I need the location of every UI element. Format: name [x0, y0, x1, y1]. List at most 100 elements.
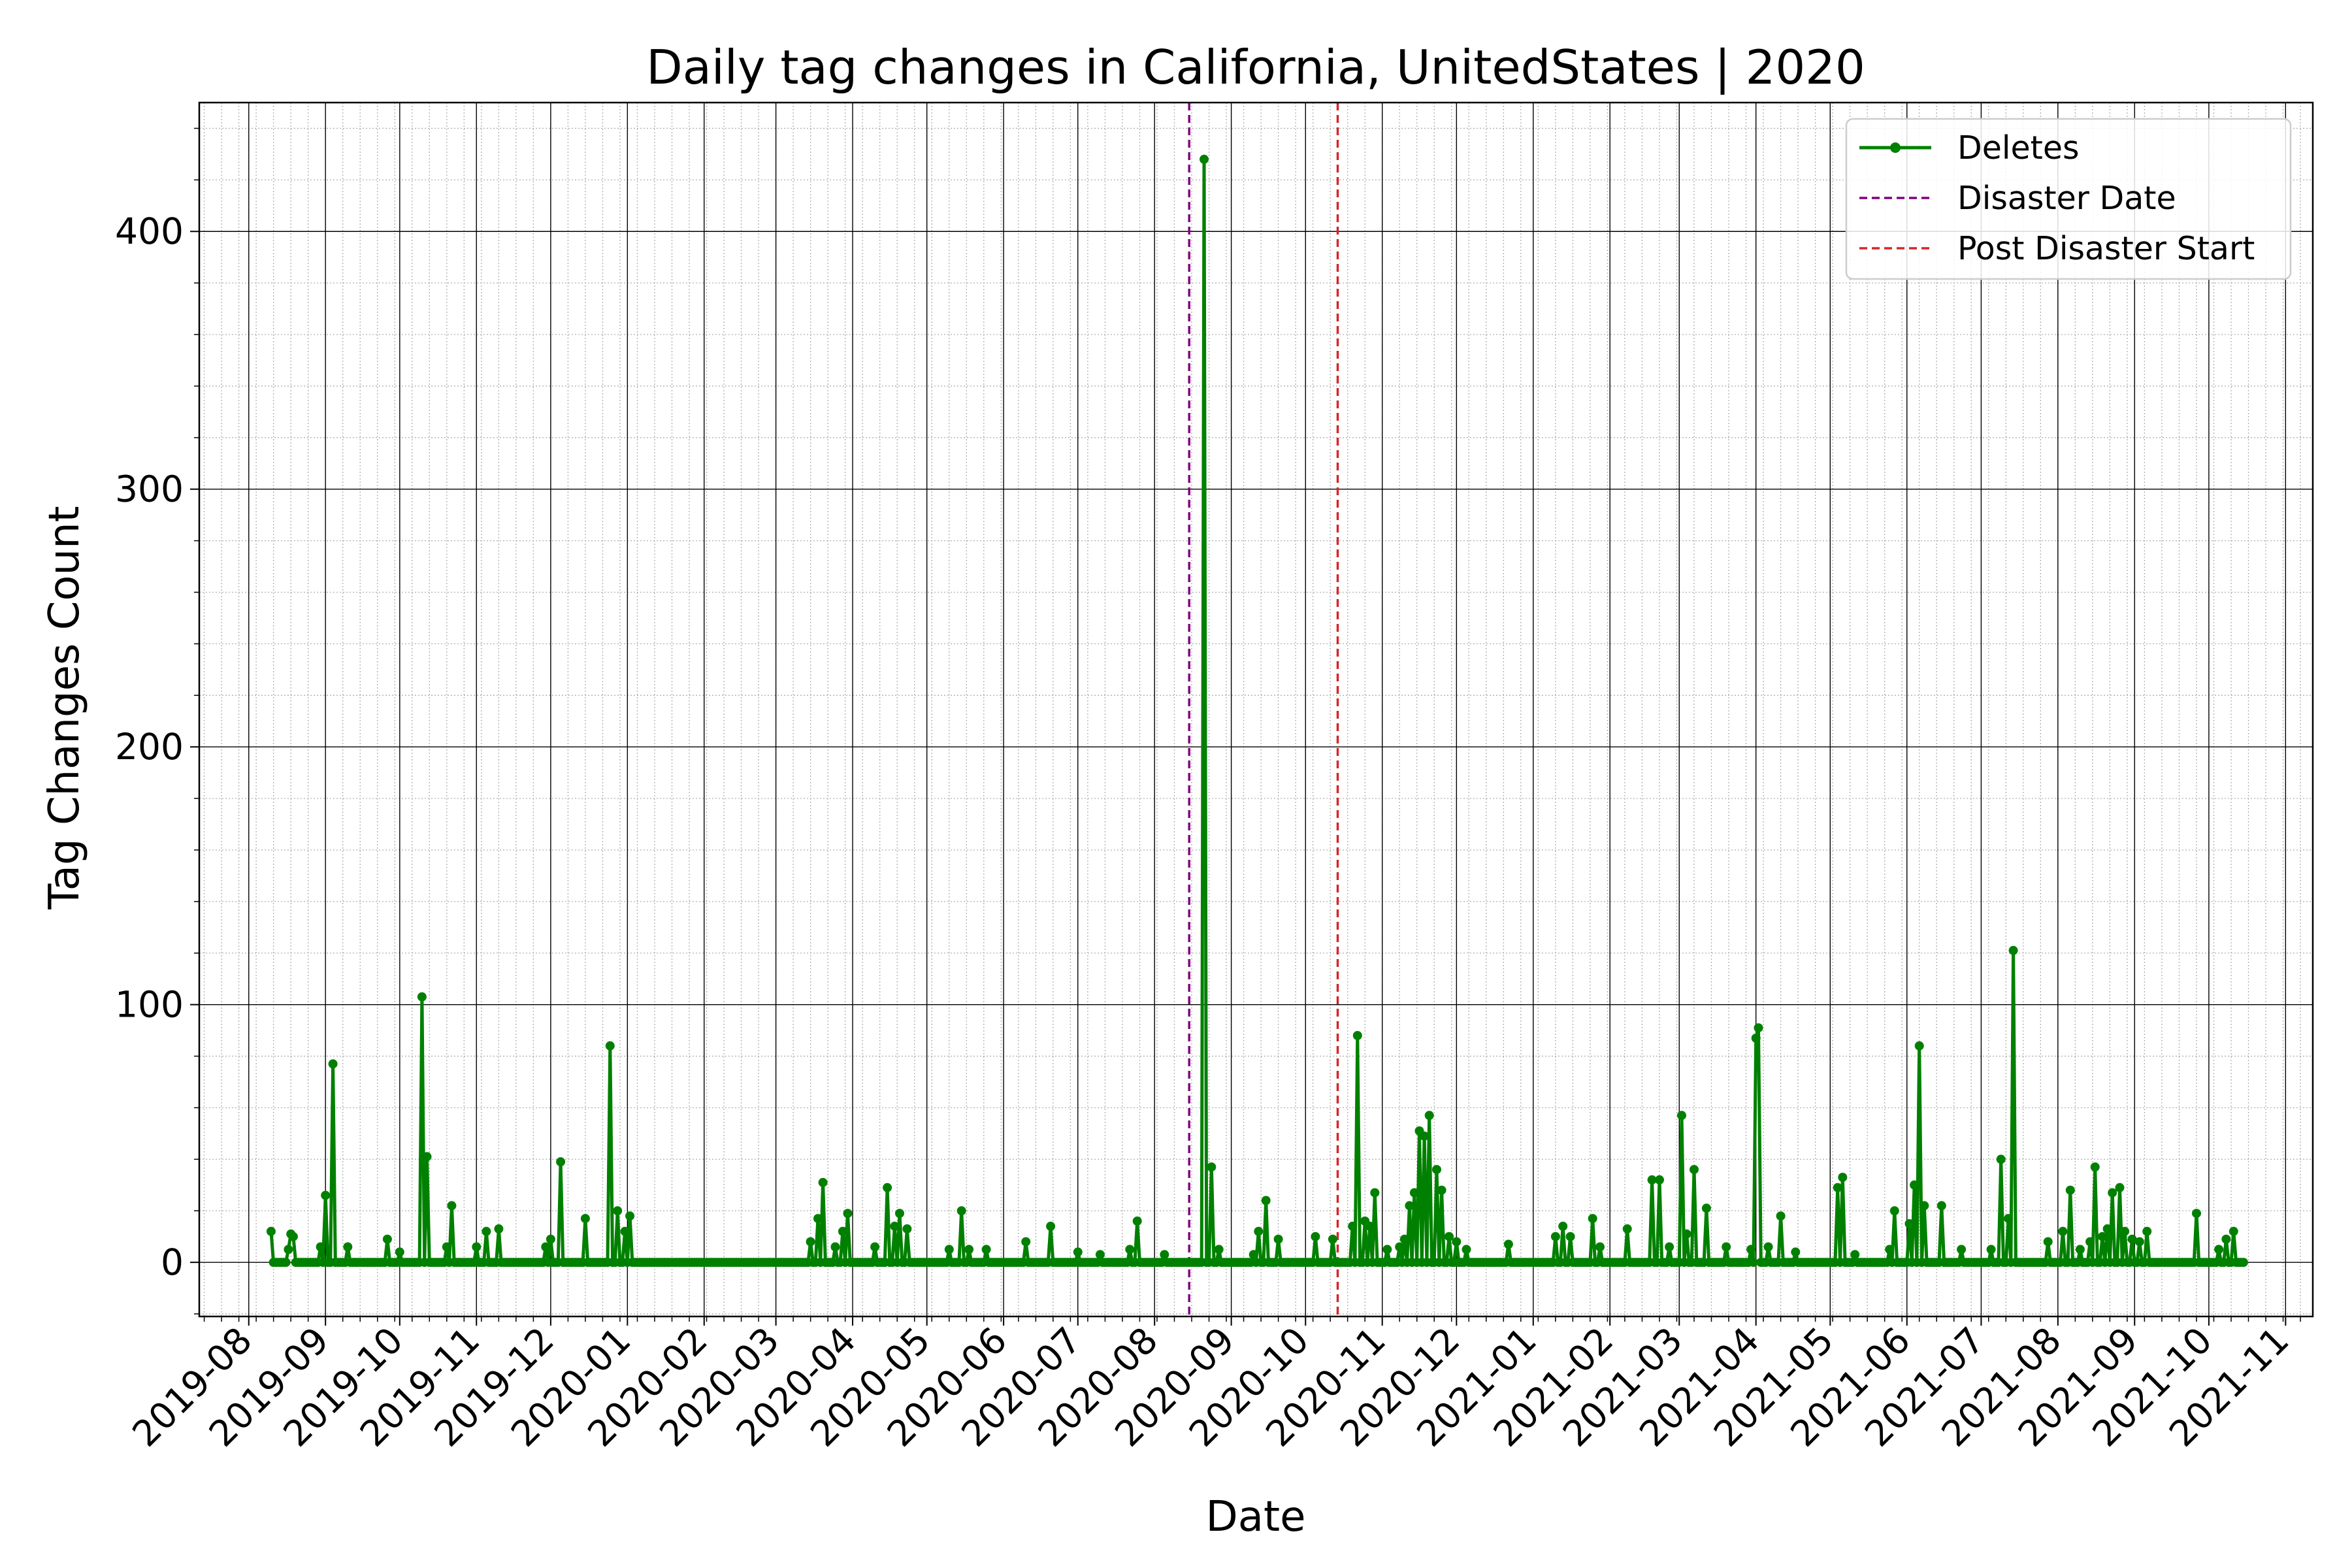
data-point — [1424, 1111, 1434, 1120]
data-point — [981, 1245, 991, 1254]
data-point — [1763, 1242, 1773, 1252]
data-point — [1420, 1131, 1429, 1141]
data-point — [1910, 1180, 1919, 1190]
data-point — [818, 1177, 828, 1187]
data-point — [1348, 1221, 1358, 1231]
data-point — [1677, 1111, 1686, 1120]
data-point — [1382, 1245, 1392, 1254]
data-point — [2142, 1226, 2152, 1236]
data-point — [895, 1209, 904, 1218]
data-point — [321, 1190, 331, 1200]
data-point — [1914, 1041, 1924, 1051]
data-point — [1200, 154, 1209, 164]
data-point — [1754, 1023, 1763, 1033]
data-point — [830, 1242, 840, 1252]
legend-label-disaster-date: Disaster Date — [1957, 180, 2176, 217]
data-point — [944, 1245, 954, 1254]
data-point — [1550, 1232, 1560, 1241]
data-point — [2134, 1237, 2144, 1247]
data-point — [1352, 1031, 1362, 1040]
data-point — [580, 1214, 590, 1224]
data-point — [1328, 1234, 1337, 1244]
data-point — [2120, 1226, 2130, 1236]
data-point — [1776, 1211, 1786, 1221]
data-point — [1986, 1245, 1996, 1254]
data-point — [956, 1206, 966, 1216]
legend-box — [1845, 118, 2292, 280]
data-point — [472, 1242, 482, 1252]
data-point — [1690, 1165, 1699, 1175]
data-point — [1132, 1217, 1142, 1226]
data-point — [1370, 1188, 1380, 1198]
data-point — [1273, 1234, 1283, 1244]
data-point — [382, 1234, 392, 1244]
y-tick-label: 100 — [115, 984, 184, 1026]
data-point — [1160, 1250, 1169, 1260]
data-point — [2127, 1234, 2137, 1244]
data-point — [1125, 1245, 1135, 1254]
y-tick-label: 200 — [115, 726, 184, 768]
plot-frame — [198, 101, 2314, 1318]
x-axis-title: Date — [1206, 1493, 1306, 1541]
data-point — [883, 1183, 892, 1192]
data-point — [2058, 1226, 2068, 1236]
data-point — [1701, 1203, 1711, 1213]
data-point — [482, 1226, 491, 1236]
data-point — [870, 1242, 880, 1252]
data-point — [2102, 1224, 2112, 1233]
data-point — [2085, 1237, 2095, 1247]
chart-title: Daily tag changes in California, UnitedS… — [646, 40, 1865, 95]
data-point — [2108, 1188, 2117, 1198]
data-point — [1885, 1245, 1895, 1254]
data-point — [2115, 1183, 2125, 1192]
data-point — [1838, 1173, 1848, 1182]
data-point — [1445, 1232, 1454, 1241]
data-point — [1558, 1221, 1568, 1231]
data-point — [1046, 1221, 1056, 1231]
data-point — [1665, 1242, 1674, 1252]
data-point — [316, 1242, 325, 1252]
data-point — [1311, 1232, 1320, 1241]
data-point — [1622, 1224, 1632, 1233]
data-point — [1395, 1242, 1405, 1252]
data-point — [813, 1214, 823, 1224]
data-point — [541, 1242, 551, 1252]
data-point — [605, 1041, 615, 1051]
data-point — [1365, 1221, 1375, 1231]
reference-lines — [1188, 103, 1339, 1316]
data-point — [843, 1209, 853, 1218]
data-point — [1462, 1245, 1471, 1254]
data-point — [2238, 1258, 2248, 1267]
data-point — [2229, 1226, 2238, 1236]
data-point — [2075, 1245, 2085, 1254]
data-point — [1452, 1237, 1462, 1247]
data-point — [2192, 1209, 2201, 1218]
data-point — [2214, 1245, 2224, 1254]
data-point — [288, 1232, 298, 1241]
data-point — [1073, 1247, 1083, 1257]
data-point — [1751, 1034, 1761, 1043]
data-point — [1432, 1165, 1441, 1175]
data-point — [395, 1247, 404, 1257]
data-point — [613, 1206, 623, 1216]
data-point — [1399, 1234, 1409, 1244]
legend-label-post-disaster-start: Post Disaster Start — [1957, 230, 2255, 267]
data-point — [1095, 1250, 1105, 1260]
data-point — [284, 1245, 293, 1254]
y-tick-label: 400 — [115, 210, 184, 252]
data-point — [1996, 1154, 2006, 1164]
data-point — [494, 1224, 504, 1233]
data-point — [328, 1059, 338, 1069]
data-point — [2065, 1185, 2075, 1195]
data-point — [1889, 1206, 1899, 1216]
y-tick-label: 0 — [161, 1241, 184, 1283]
data-point — [1254, 1226, 1264, 1236]
data-point — [1595, 1242, 1605, 1252]
data-point — [1409, 1188, 1419, 1198]
data-point — [266, 1226, 276, 1236]
data-point — [2098, 1232, 2107, 1241]
data-point — [1919, 1201, 1929, 1211]
data-point — [1437, 1185, 1446, 1195]
